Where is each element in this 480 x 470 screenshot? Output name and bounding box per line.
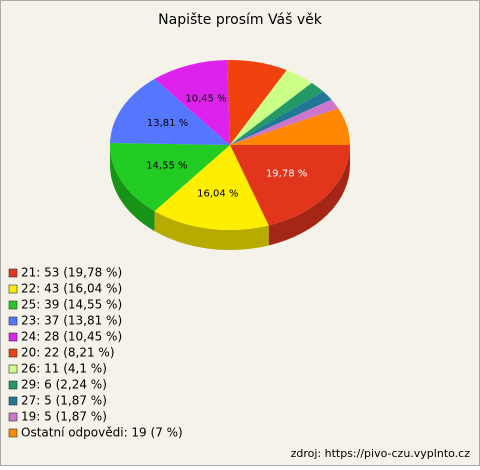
slice [230, 99, 339, 145]
legend-swatch [8, 348, 18, 358]
slice [110, 78, 230, 145]
slice [230, 91, 332, 145]
legend-label: 19: 5 (1,87 %) [21, 410, 107, 424]
slice-side [268, 145, 350, 246]
legend-swatch [8, 412, 18, 422]
slice-label: 10,45 % [185, 94, 226, 105]
legend-label: 25: 39 (14,55 %) [21, 298, 122, 312]
slice-label: 16,04 % [197, 189, 238, 200]
slice [227, 60, 287, 145]
legend-label: 29: 6 (2,24 %) [21, 378, 107, 392]
legend-label: 23: 37 (13,81 %) [21, 314, 122, 328]
slice-label: 13,81 % [147, 118, 188, 129]
slice-label: 19,78 % [266, 169, 307, 180]
slice [230, 145, 350, 226]
legend-swatch [8, 300, 18, 310]
slice [154, 145, 269, 231]
legend-swatch [8, 316, 18, 326]
legend-label: 26: 11 (4,1 %) [21, 362, 107, 376]
legend-swatch [8, 396, 18, 406]
slice [230, 108, 350, 145]
slice [154, 60, 230, 145]
legend-label: 21: 53 (19,78 %) [21, 266, 122, 280]
legend-swatch [8, 268, 18, 278]
legend-label: 20: 22 (8,21 %) [21, 346, 115, 360]
legend-swatch [8, 364, 18, 374]
legend-swatch [8, 428, 18, 438]
slice-side [110, 145, 155, 232]
slice [230, 70, 312, 145]
legend-swatch [8, 380, 18, 390]
legend-label: Ostatní odpovědi: 19 (7 %) [21, 426, 183, 440]
legend-label: 27: 5 (1,87 %) [21, 394, 107, 408]
legend-label: 22: 43 (16,04 %) [21, 282, 122, 296]
slice [230, 82, 324, 145]
chart-title: Napište prosím Váš věk [158, 12, 323, 28]
source: zdroj: https://pivo-czu.vyplnto.cz [291, 447, 471, 460]
legend-swatch [8, 284, 18, 294]
slice-label: 14,55 % [146, 161, 187, 172]
legend-swatch [8, 332, 18, 342]
slice [110, 143, 230, 212]
slice-side [154, 211, 269, 251]
legend-label: 24: 28 (10,45 %) [21, 330, 122, 344]
